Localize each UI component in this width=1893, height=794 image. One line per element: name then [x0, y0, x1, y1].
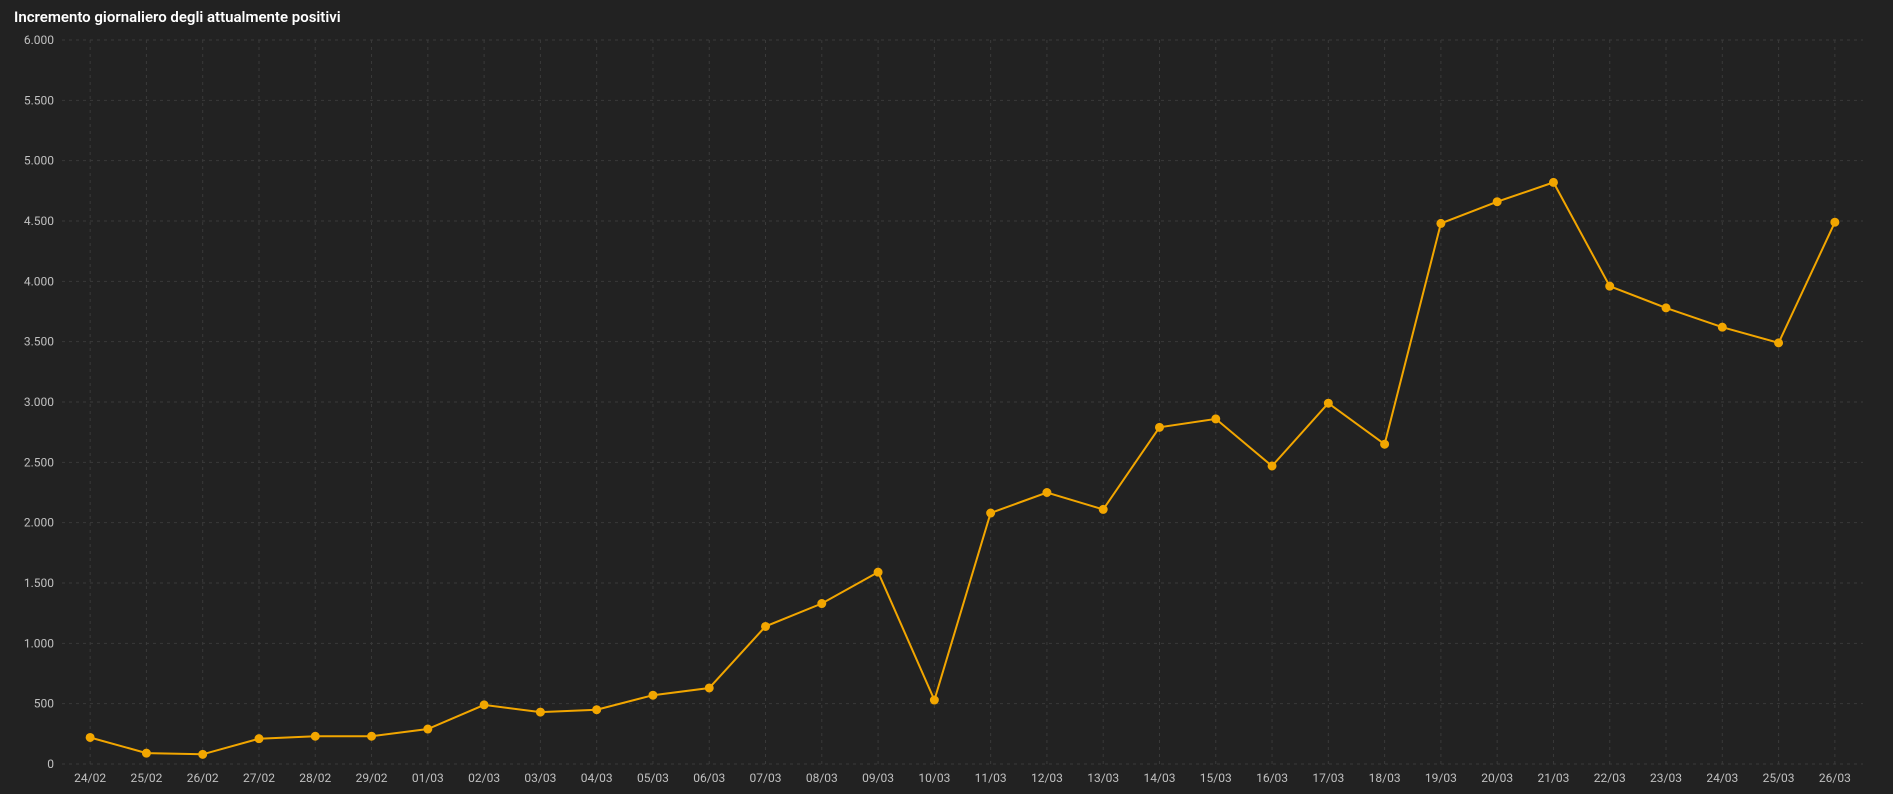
x-axis-label: 06/03	[693, 771, 725, 785]
x-axis-label: 19/03	[1425, 771, 1457, 785]
x-axis-label: 25/03	[1763, 771, 1795, 785]
x-axis-label: 03/03	[524, 771, 556, 785]
series-point	[480, 700, 488, 708]
x-axis-label: 14/03	[1144, 771, 1176, 785]
y-axis-label: 5.000	[24, 153, 54, 167]
x-axis-label: 17/03	[1312, 771, 1344, 785]
y-axis-label: 2.500	[24, 455, 54, 469]
y-axis-label: 5.500	[24, 93, 54, 107]
y-axis-label: 3.500	[24, 334, 54, 348]
y-axis-label: 1.500	[24, 576, 54, 590]
series-point	[1268, 461, 1276, 469]
y-axis-label: 0	[47, 757, 54, 771]
series-point	[1155, 423, 1163, 431]
x-axis-label: 29/02	[356, 771, 388, 785]
series-point	[705, 683, 713, 691]
series-point	[1437, 219, 1445, 227]
series-point	[1324, 399, 1332, 407]
series-point	[142, 749, 150, 757]
series-point	[1662, 303, 1670, 311]
y-axis-label: 2.000	[24, 515, 54, 529]
series-line	[90, 182, 1835, 754]
y-axis-label: 500	[34, 696, 54, 710]
x-axis-label: 16/03	[1256, 771, 1288, 785]
chart-plot-area: 0 500 1.000 1.500 2.000 2.500 3.000 3.500 4.000 4…	[12, 32, 1881, 792]
x-axis-label: 12/03	[1031, 771, 1063, 785]
series-point	[1831, 218, 1839, 226]
series-point	[1043, 488, 1051, 496]
x-axis-label: 09/03	[862, 771, 894, 785]
x-axis-label: 05/03	[637, 771, 669, 785]
x-axis-label: 20/03	[1481, 771, 1513, 785]
x-axis-label: 26/03	[1819, 771, 1851, 785]
x-axis-label: 24/02	[74, 771, 106, 785]
series-point	[424, 725, 432, 733]
x-axis-label: 22/03	[1594, 771, 1626, 785]
x-axis-label: 11/03	[975, 771, 1007, 785]
x-axis-label: 15/03	[1200, 771, 1232, 785]
series-point	[818, 599, 826, 607]
x-axis-label: 10/03	[918, 771, 950, 785]
series-point	[1606, 282, 1614, 290]
series-point	[987, 509, 995, 517]
x-axis-label: 27/02	[243, 771, 275, 785]
series-point	[1775, 338, 1783, 346]
series-point	[1549, 178, 1557, 186]
x-axis-label: 23/03	[1650, 771, 1682, 785]
x-axis-label: 21/03	[1537, 771, 1569, 785]
series-point	[874, 568, 882, 576]
y-axis-label: 4.000	[24, 274, 54, 288]
x-axis-label: 18/03	[1369, 771, 1401, 785]
series-point	[1212, 414, 1220, 422]
y-axis-label: 6.000	[24, 33, 54, 47]
x-axis-label: 13/03	[1087, 771, 1119, 785]
chart-panel: Incremento giornaliero degli attualmente…	[0, 0, 1893, 794]
series-point	[593, 705, 601, 713]
series-point	[199, 750, 207, 758]
x-axis-label: 04/03	[581, 771, 613, 785]
x-axis-label: 07/03	[750, 771, 782, 785]
x-axis-label: 28/02	[299, 771, 331, 785]
y-axis-label: 4.500	[24, 214, 54, 228]
x-axis-label: 24/03	[1706, 771, 1738, 785]
x-axis-label: 26/02	[187, 771, 219, 785]
series-point	[762, 622, 770, 630]
x-axis-label: 02/03	[468, 771, 500, 785]
series-point	[930, 696, 938, 704]
series-point	[536, 708, 544, 716]
series-point	[1493, 197, 1501, 205]
line-chart-svg: 0 500 1.000 1.500 2.000 2.500 3.000 3.500 4.000 4…	[12, 32, 1881, 792]
series-point	[1718, 323, 1726, 331]
series-point	[649, 691, 657, 699]
series-point	[86, 733, 94, 741]
x-axis-label: 25/02	[130, 771, 162, 785]
y-axis-label: 3.000	[24, 395, 54, 409]
series-point	[1381, 440, 1389, 448]
y-axis-label: 1.000	[24, 636, 54, 650]
series-point	[368, 732, 376, 740]
series-point	[311, 732, 319, 740]
x-axis-label: 08/03	[806, 771, 838, 785]
series-point	[1099, 505, 1107, 513]
series-point	[255, 734, 263, 742]
x-axis-label: 01/03	[412, 771, 444, 785]
chart-title: Incremento giornaliero degli attualmente…	[14, 8, 1881, 28]
